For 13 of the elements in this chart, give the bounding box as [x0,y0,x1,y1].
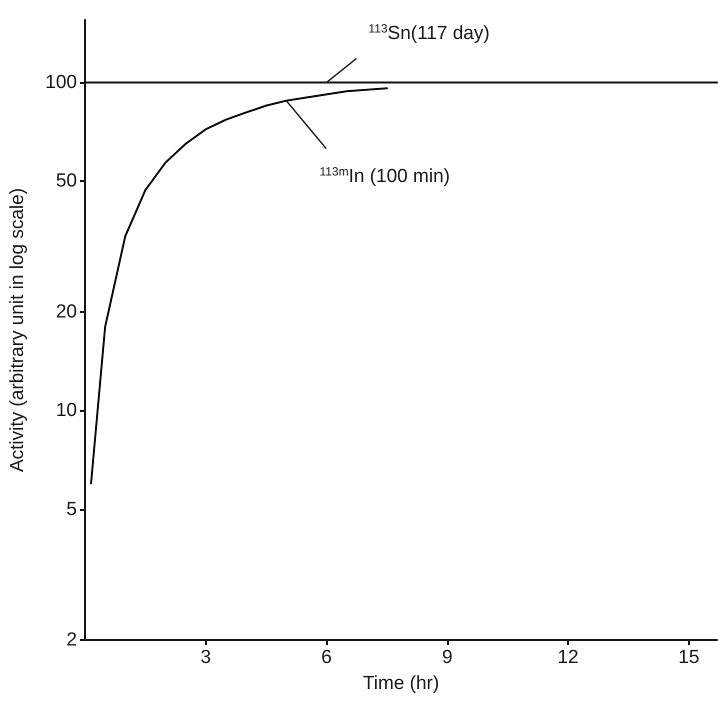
x-tick-label: 6 [321,647,332,668]
y-tick-label: 100 [45,72,77,93]
x-tick-label: 9 [442,647,453,668]
y-tick-label: 2 [66,630,77,650]
y-tick-label: 50 [56,170,77,192]
y-tick-label: 20 [56,301,77,322]
y-tick-label: 5 [66,498,77,520]
x-tick-label: 15 [678,647,700,668]
y-tick-label: 10 [56,400,77,422]
x-axis-title: Time (hr) [362,673,440,694]
y-axis-title: Activity (arbitrary unit in log scale) [7,188,28,472]
x-tick-label: 3 [200,647,212,668]
x-tick-label: 12 [557,647,579,668]
